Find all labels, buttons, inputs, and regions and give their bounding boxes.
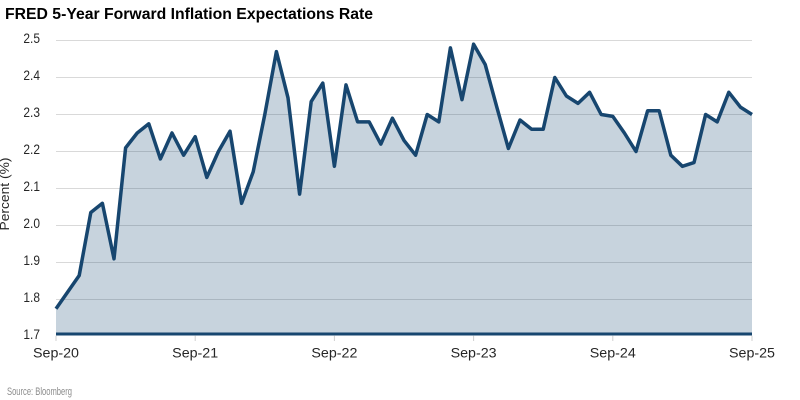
svg-text:2.2: 2.2 [23,142,40,157]
svg-text:Sep-25: Sep-25 [729,346,775,361]
svg-text:FRED 5-Year Forward Inflation: FRED 5-Year Forward Inflation Expectatio… [5,6,373,23]
svg-text:2.4: 2.4 [23,68,40,83]
svg-text:Sep-23: Sep-23 [451,346,497,361]
svg-text:Source: Bloomberg: Source: Bloomberg [7,386,72,398]
svg-text:2.1: 2.1 [23,179,40,194]
svg-text:1.8: 1.8 [23,290,40,305]
svg-text:2.5: 2.5 [23,31,40,46]
svg-text:Sep-20: Sep-20 [33,346,79,361]
svg-text:2.3: 2.3 [23,105,40,120]
svg-text:2.0: 2.0 [23,216,40,231]
svg-text:1.7: 1.7 [23,327,40,342]
svg-text:Sep-22: Sep-22 [311,346,357,361]
svg-text:1.9: 1.9 [23,253,40,268]
svg-text:Sep-24: Sep-24 [590,346,637,361]
svg-text:Sep-21: Sep-21 [172,346,218,361]
svg-text:Percent (%): Percent (%) [0,158,12,231]
